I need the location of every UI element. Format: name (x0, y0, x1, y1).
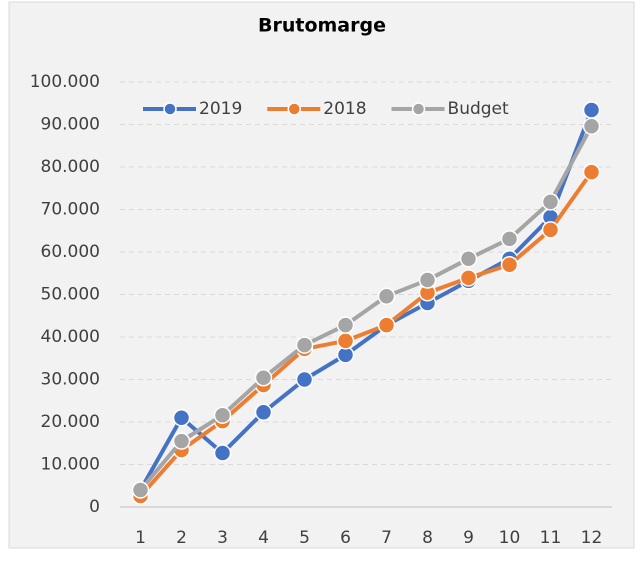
data-point (541, 193, 560, 211)
x-tick-label: 7 (381, 528, 392, 548)
x-tick-label: 8 (422, 528, 433, 548)
data-point (295, 336, 314, 354)
data-point (336, 316, 355, 334)
data-point (500, 230, 519, 248)
data-point (213, 406, 232, 424)
chart-title: Brutomarge (258, 15, 386, 37)
y-tick-label: 0 (89, 497, 100, 517)
legend-label: Budget (448, 99, 509, 119)
data-point (172, 409, 191, 427)
y-tick-label: 30.000 (41, 370, 100, 390)
data-point (295, 370, 314, 389)
chart-background (8, 1, 635, 549)
series-line (138, 109, 594, 491)
y-tick-label: 100.000 (30, 72, 100, 92)
data-point (377, 287, 396, 305)
legend-marker (287, 102, 302, 116)
data-point (459, 269, 478, 287)
data-point (254, 403, 273, 421)
data-point (336, 332, 355, 350)
data-point (377, 316, 396, 334)
y-tick-label: 70.000 (41, 200, 100, 220)
x-tick-label: 6 (340, 528, 351, 548)
legend-label: 2018 (323, 99, 366, 119)
legend-marker (163, 102, 177, 116)
legend-label: 2019 (199, 99, 242, 119)
data-point (582, 163, 601, 181)
y-tick-label: 20.000 (41, 412, 100, 432)
data-point (418, 271, 437, 289)
y-tick-label: 80.000 (41, 157, 100, 177)
data-point (459, 250, 478, 268)
x-tick-label: 4 (258, 528, 269, 548)
x-tick-label: 1 (135, 528, 146, 548)
x-tick-label: 3 (217, 528, 228, 548)
data-point (541, 221, 560, 239)
data-point (254, 369, 273, 387)
data-point (131, 481, 150, 499)
y-tick-label: 10.000 (41, 455, 100, 475)
x-tick-label: 5 (299, 528, 310, 548)
x-tick-label: 9 (463, 528, 474, 548)
x-tick-label: 2 (176, 528, 187, 548)
data-point (582, 101, 601, 119)
data-point (172, 432, 191, 450)
data-point (582, 117, 601, 135)
y-tick-label: 60.000 (41, 242, 100, 262)
y-tick-label: 50.000 (41, 285, 100, 305)
data-point (500, 256, 519, 274)
x-tick-label: 12 (581, 528, 603, 548)
data-point (213, 444, 232, 462)
y-tick-label: 40.000 (41, 327, 100, 347)
legend-marker (411, 102, 426, 116)
x-tick-label: 11 (540, 528, 562, 548)
y-tick-label: 90.000 (41, 115, 100, 135)
x-tick-label: 10 (499, 528, 521, 548)
